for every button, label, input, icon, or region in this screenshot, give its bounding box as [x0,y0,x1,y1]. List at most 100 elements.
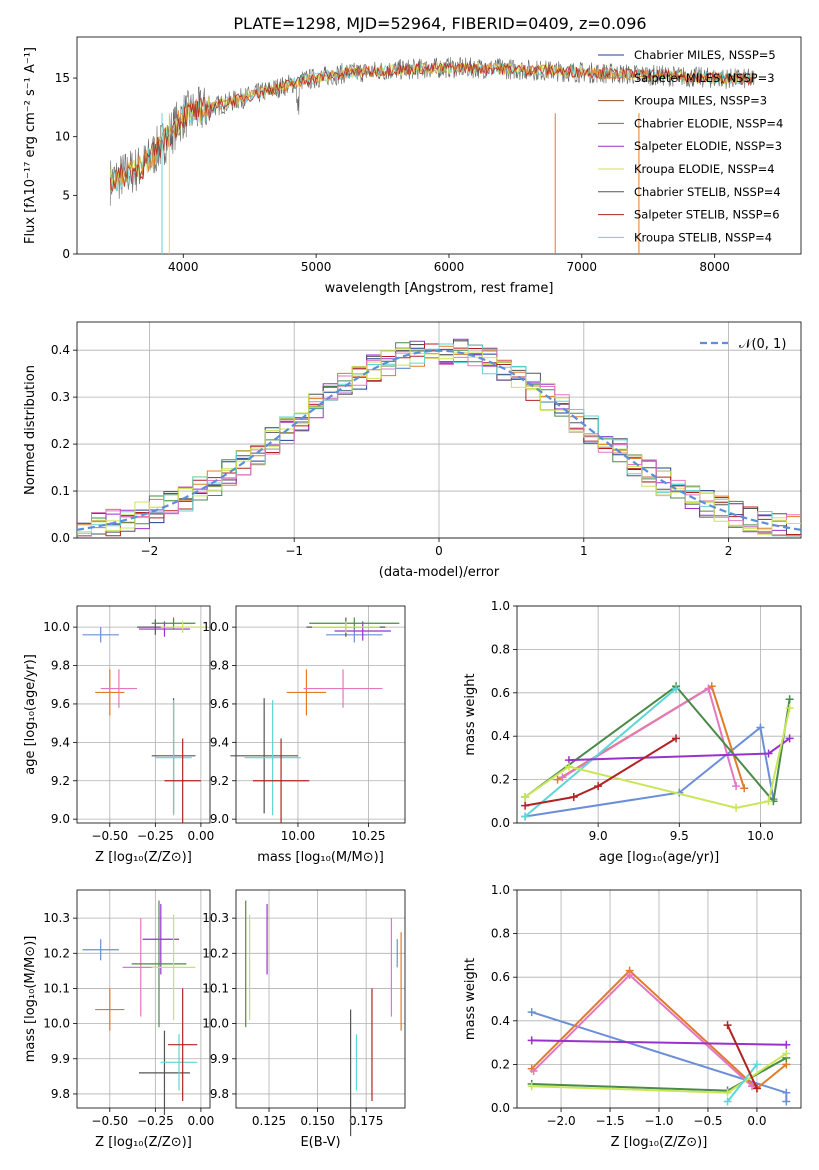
y-tick-label: 0.3 [51,390,70,404]
data-point [527,1036,536,1045]
data-point [569,792,578,801]
data-point [732,803,741,812]
mass-weight-vs-age-panel: 9.0 9.5 10.0 0.0 0.2 0.4 0.6 0.8 1.0 age [log₁₀(a… [463,599,802,865]
y-tick-label: 15 [55,71,70,85]
y-tick-label: 0.6 [491,686,510,700]
data-point [740,784,749,793]
y-tick-label: 10.0 [202,620,229,634]
y-axis-label: Normed distribution [23,365,38,495]
x-axis-label: Z [log₁₀(Z/Z⊙)] [95,1135,192,1150]
data-point [732,782,741,791]
x-axis-label: mass [log₁₀(M/M⊙)] [257,850,384,865]
y-tick-label: 0.4 [51,343,70,357]
data-point [564,762,573,771]
y-axis-label: mass weight [463,673,478,755]
y-tick-label: 9.0 [51,812,70,826]
y-tick-label: 0.8 [491,927,510,941]
y-tick-label: 10.3 [202,911,229,925]
x-tick-label: 1 [580,544,588,558]
x-tick-label: 9.0 [589,829,608,843]
y-tick-label: 0.0 [491,816,510,830]
y-tick-label: 9.9 [210,1052,229,1066]
y-tick-label: 9.6 [210,697,229,711]
x-tick-label: −2.0 [546,1114,575,1128]
y-tick-label: 9.4 [210,735,229,749]
x-tick-label: 7000 [567,260,598,274]
data-point [752,1084,761,1093]
legend-entry: Chabrier ELODIE, NSSP=4 [634,116,783,130]
y-tick-label: 10.2 [202,946,229,960]
data-point [782,1049,791,1058]
data-point [553,775,562,784]
histogram-series [77,348,801,533]
y-tick-label: 10.2 [43,946,70,960]
x-tick-label: −0.25 [137,1114,174,1128]
data-point [782,1040,791,1049]
x-tick-label: 0.00 [188,1114,215,1128]
y-tick-label: 0.0 [491,1101,510,1115]
y-tick-label: 0 [62,247,70,261]
y-tick-label: 5 [62,188,70,202]
normal-curve [76,349,802,531]
plot-frame [76,605,211,824]
y-tick-label: 0.0 [51,531,70,545]
y-tick-label: 0.1 [51,484,70,498]
x-tick-label: 6000 [434,260,465,274]
mass-vs-EBV-panel: 0.125 0.150 0.175 9.8 9.9 10.0 10.1 10.2 10.3 E(B… [202,889,406,1150]
x-tick-label: 4000 [168,260,199,274]
plot-frame [76,36,802,255]
data-point [672,684,681,693]
data-point [785,703,794,712]
data-point [764,797,773,806]
series-line [531,1039,787,1046]
y-axis-label: age [log₁₀(age/yr)] [23,654,38,775]
x-tick-label: −0.25 [137,829,174,843]
x-tick-label: 0.150 [300,1114,334,1128]
legend-entry: Salpeter MILES, NSSP=3 [634,71,775,85]
x-tick-label: −0.50 [91,1114,128,1128]
x-tick-label: 9.5 [670,829,689,843]
data-point [752,1060,761,1069]
legend-entry: Chabrier MILES, NSSP=5 [634,48,776,62]
data-point [558,773,567,782]
series-line [524,687,677,818]
x-axis-label: (data-model)/error [379,565,500,580]
x-tick-label: 8000 [699,260,730,274]
legend-entry: Chabrier STELIB, NSSP=4 [634,185,781,199]
data-point [594,782,603,791]
y-tick-label: 9.8 [210,1087,229,1101]
data-point [521,812,530,821]
plot-frame [516,889,802,1109]
x-tick-label: 10.0 [747,829,774,843]
y-tick-label: 9.8 [210,659,229,673]
y-tick-label: 9.2 [51,774,70,788]
data-point [529,1066,538,1075]
y-tick-label: 0.6 [491,970,510,984]
legend-entry: Kroupa MILES, NSSP=3 [634,94,767,108]
data-point [723,1097,732,1106]
data-point [527,1082,536,1091]
x-tick-label: 0.00 [188,829,215,843]
mass-vs-Z-panel: −0.50 −0.25 0.00 9.8 9.9 10.0 10.1 10.2 10.3 Z [l… [23,889,215,1150]
x-tick-label: 0.125 [252,1114,286,1128]
y-tick-label: 10.0 [43,620,70,634]
legend-entry: Kroupa STELIB, NSSP=4 [634,230,772,244]
histogram-panel: −2 −1 0 1 2 0.0 0.1 0.2 0.3 0.4 (data-model)/error… [23,321,802,580]
y-tick-label: 0.4 [491,1014,510,1028]
y-tick-label: 10.0 [43,1017,70,1031]
plot-frame [76,321,802,539]
x-axis-label: age [log₁₀(age/yr)] [599,850,720,865]
series-line [524,684,791,804]
data-point [527,1008,536,1017]
x-tick-label: −2 [141,544,159,558]
y-tick-label: 10.1 [43,981,70,995]
y-tick-label: 0.2 [491,773,510,787]
data-point [782,1097,791,1106]
y-tick-label: 9.2 [210,774,229,788]
y-tick-label: 1.0 [491,599,510,613]
age-vs-mass-panel: 10.00 10.25 9.0 9.2 9.4 9.6 9.8 10.0 mass [log₁₀… [202,605,406,865]
data-point [756,723,765,732]
x-tick-label: 10.25 [351,829,385,843]
legend-entry: Kroupa ELODIE, NSSP=4 [634,162,775,176]
